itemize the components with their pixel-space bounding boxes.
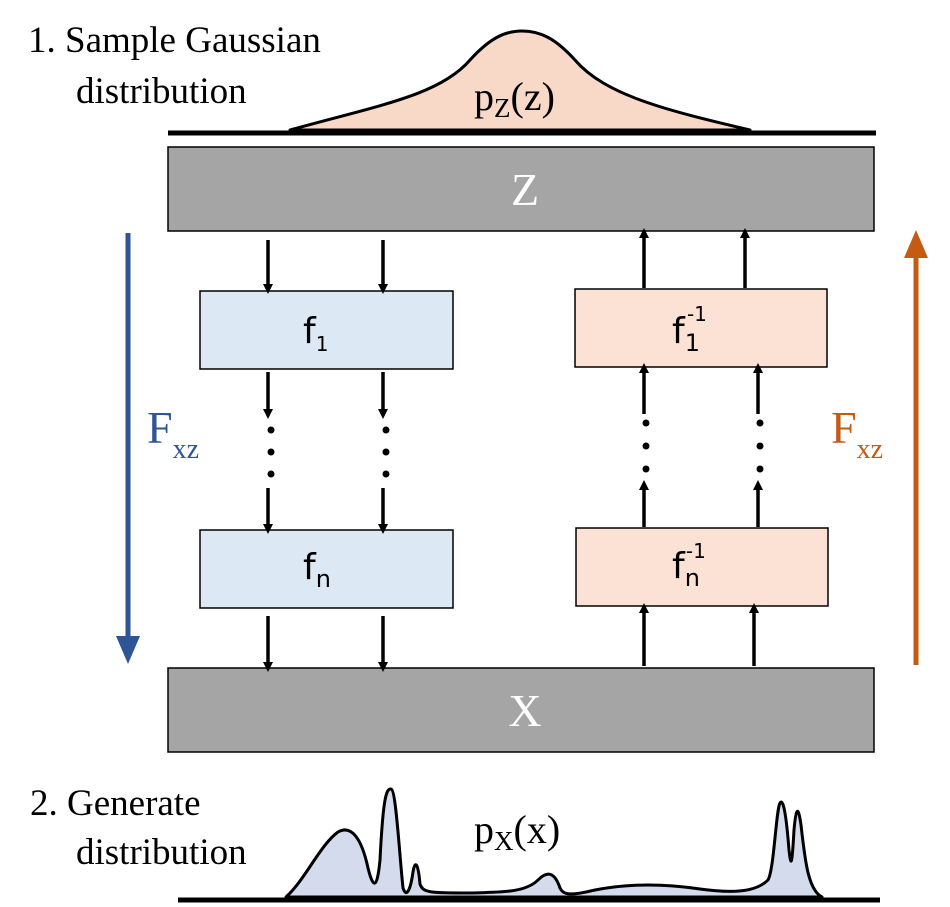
px-label: pX(x) <box>474 807 560 856</box>
inverse-fn-box <box>575 527 829 607</box>
inverse-fn-label: fn-1 <box>672 539 706 592</box>
px-p: p <box>474 807 494 852</box>
inverse-direction-arrowhead <box>904 230 928 258</box>
left-fxz-base: F <box>147 402 173 453</box>
forward-fn-label: fn <box>303 547 331 593</box>
right-fxz-sub: xz <box>857 434 883 465</box>
generated-px-curve <box>284 787 824 899</box>
forward-fn-box <box>199 529 454 609</box>
forward-f1-label: f1 <box>303 311 328 356</box>
pz-p: p <box>474 74 494 119</box>
right-fxz-base: F <box>831 402 857 453</box>
gaussian-pz-curve <box>288 29 752 132</box>
top-caption-line2: distribution <box>76 71 247 112</box>
inverse-f1-sup: -1 <box>687 302 707 326</box>
px-sub: X <box>494 826 514 856</box>
top-caption-line1: 1. Sample Gaussian <box>28 20 321 61</box>
inverse-f1-box <box>574 288 828 368</box>
z-latent-bar <box>167 146 875 232</box>
left-fxz-label: Fxz <box>147 402 199 465</box>
inverse-f1-sub: 1 <box>685 329 700 357</box>
forward-fn-base: f <box>303 547 317 588</box>
z-label: Z <box>511 164 539 215</box>
left-fxz-sub: xz <box>173 434 199 465</box>
bottom-caption-line2: distribution <box>76 832 247 873</box>
forward-f1-base: f <box>303 311 317 352</box>
forward-f1-sub: 1 <box>316 332 329 356</box>
inverse-fn-base: f <box>672 546 686 587</box>
x-data-bar <box>167 667 875 753</box>
inverse-f1-label: f1 -1 <box>672 302 707 357</box>
inverse-f1-base: f <box>672 311 686 352</box>
forward-flow-arrows <box>263 240 388 672</box>
bottom-caption-line1: 2. Generate <box>30 783 201 824</box>
forward-direction-arrowhead <box>116 636 140 664</box>
pz-arg: (z) <box>511 74 555 119</box>
right-fxz-label: Fxz <box>831 402 883 465</box>
pz-label: pZ(z) <box>474 74 555 123</box>
px-arg: (x) <box>514 807 561 852</box>
inverse-fn-sub: n <box>685 564 700 592</box>
inverse-fn-sup: -1 <box>686 539 706 563</box>
inverse-flow-arrows <box>639 228 763 666</box>
pz-sub: Z <box>494 93 511 123</box>
inverse-ellipsis-dots <box>642 419 764 473</box>
x-label: X <box>508 685 541 736</box>
forward-fn-sub: n <box>316 565 331 593</box>
forward-ellipsis-dots <box>267 426 390 478</box>
forward-f1-box <box>199 290 454 370</box>
